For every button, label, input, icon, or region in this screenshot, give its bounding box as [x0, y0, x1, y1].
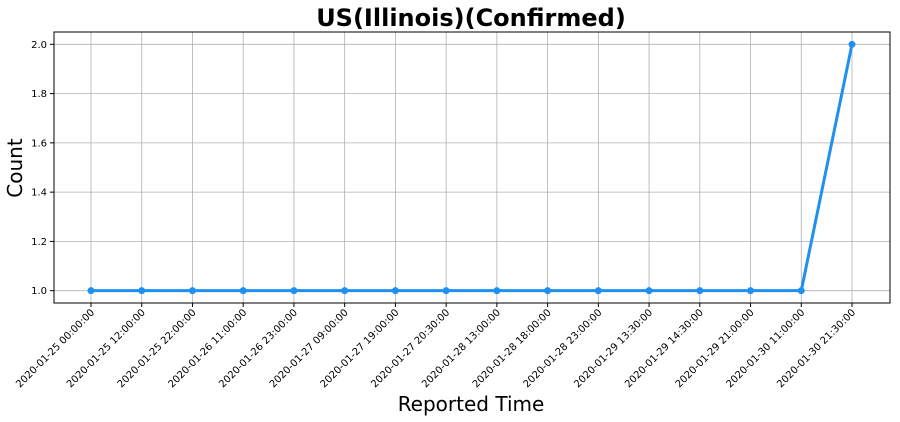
x-axis-label: Reported Time — [398, 392, 545, 416]
data-point — [290, 287, 298, 295]
data-point — [848, 40, 856, 48]
grid-layer — [54, 32, 890, 303]
y-tick-label: 1.0 — [31, 286, 47, 297]
data-point — [594, 287, 602, 295]
data-point — [391, 287, 399, 295]
data-point — [797, 287, 805, 295]
y-tick-label: 2.0 — [31, 40, 47, 51]
y-tick-label: 1.6 — [31, 138, 47, 149]
data-point — [696, 287, 704, 295]
data-point — [239, 287, 247, 295]
plot-frame — [53, 31, 891, 304]
data-point — [442, 287, 450, 295]
series-line — [91, 44, 854, 293]
data-point — [747, 287, 755, 295]
data-point — [341, 287, 349, 295]
series-layer — [87, 40, 856, 295]
data-point — [87, 287, 95, 295]
y-axis-label: Count — [3, 138, 27, 198]
data-point — [493, 287, 501, 295]
y-tick-label: 1.4 — [31, 188, 47, 199]
y-tick-label: 1.2 — [31, 237, 47, 248]
data-point — [138, 287, 146, 295]
chart-title: US(Illinois)(Confirmed) — [316, 4, 626, 32]
data-point — [188, 287, 196, 295]
y-tick-label: 1.8 — [31, 89, 47, 100]
data-point — [645, 287, 653, 295]
data-point — [544, 287, 552, 295]
